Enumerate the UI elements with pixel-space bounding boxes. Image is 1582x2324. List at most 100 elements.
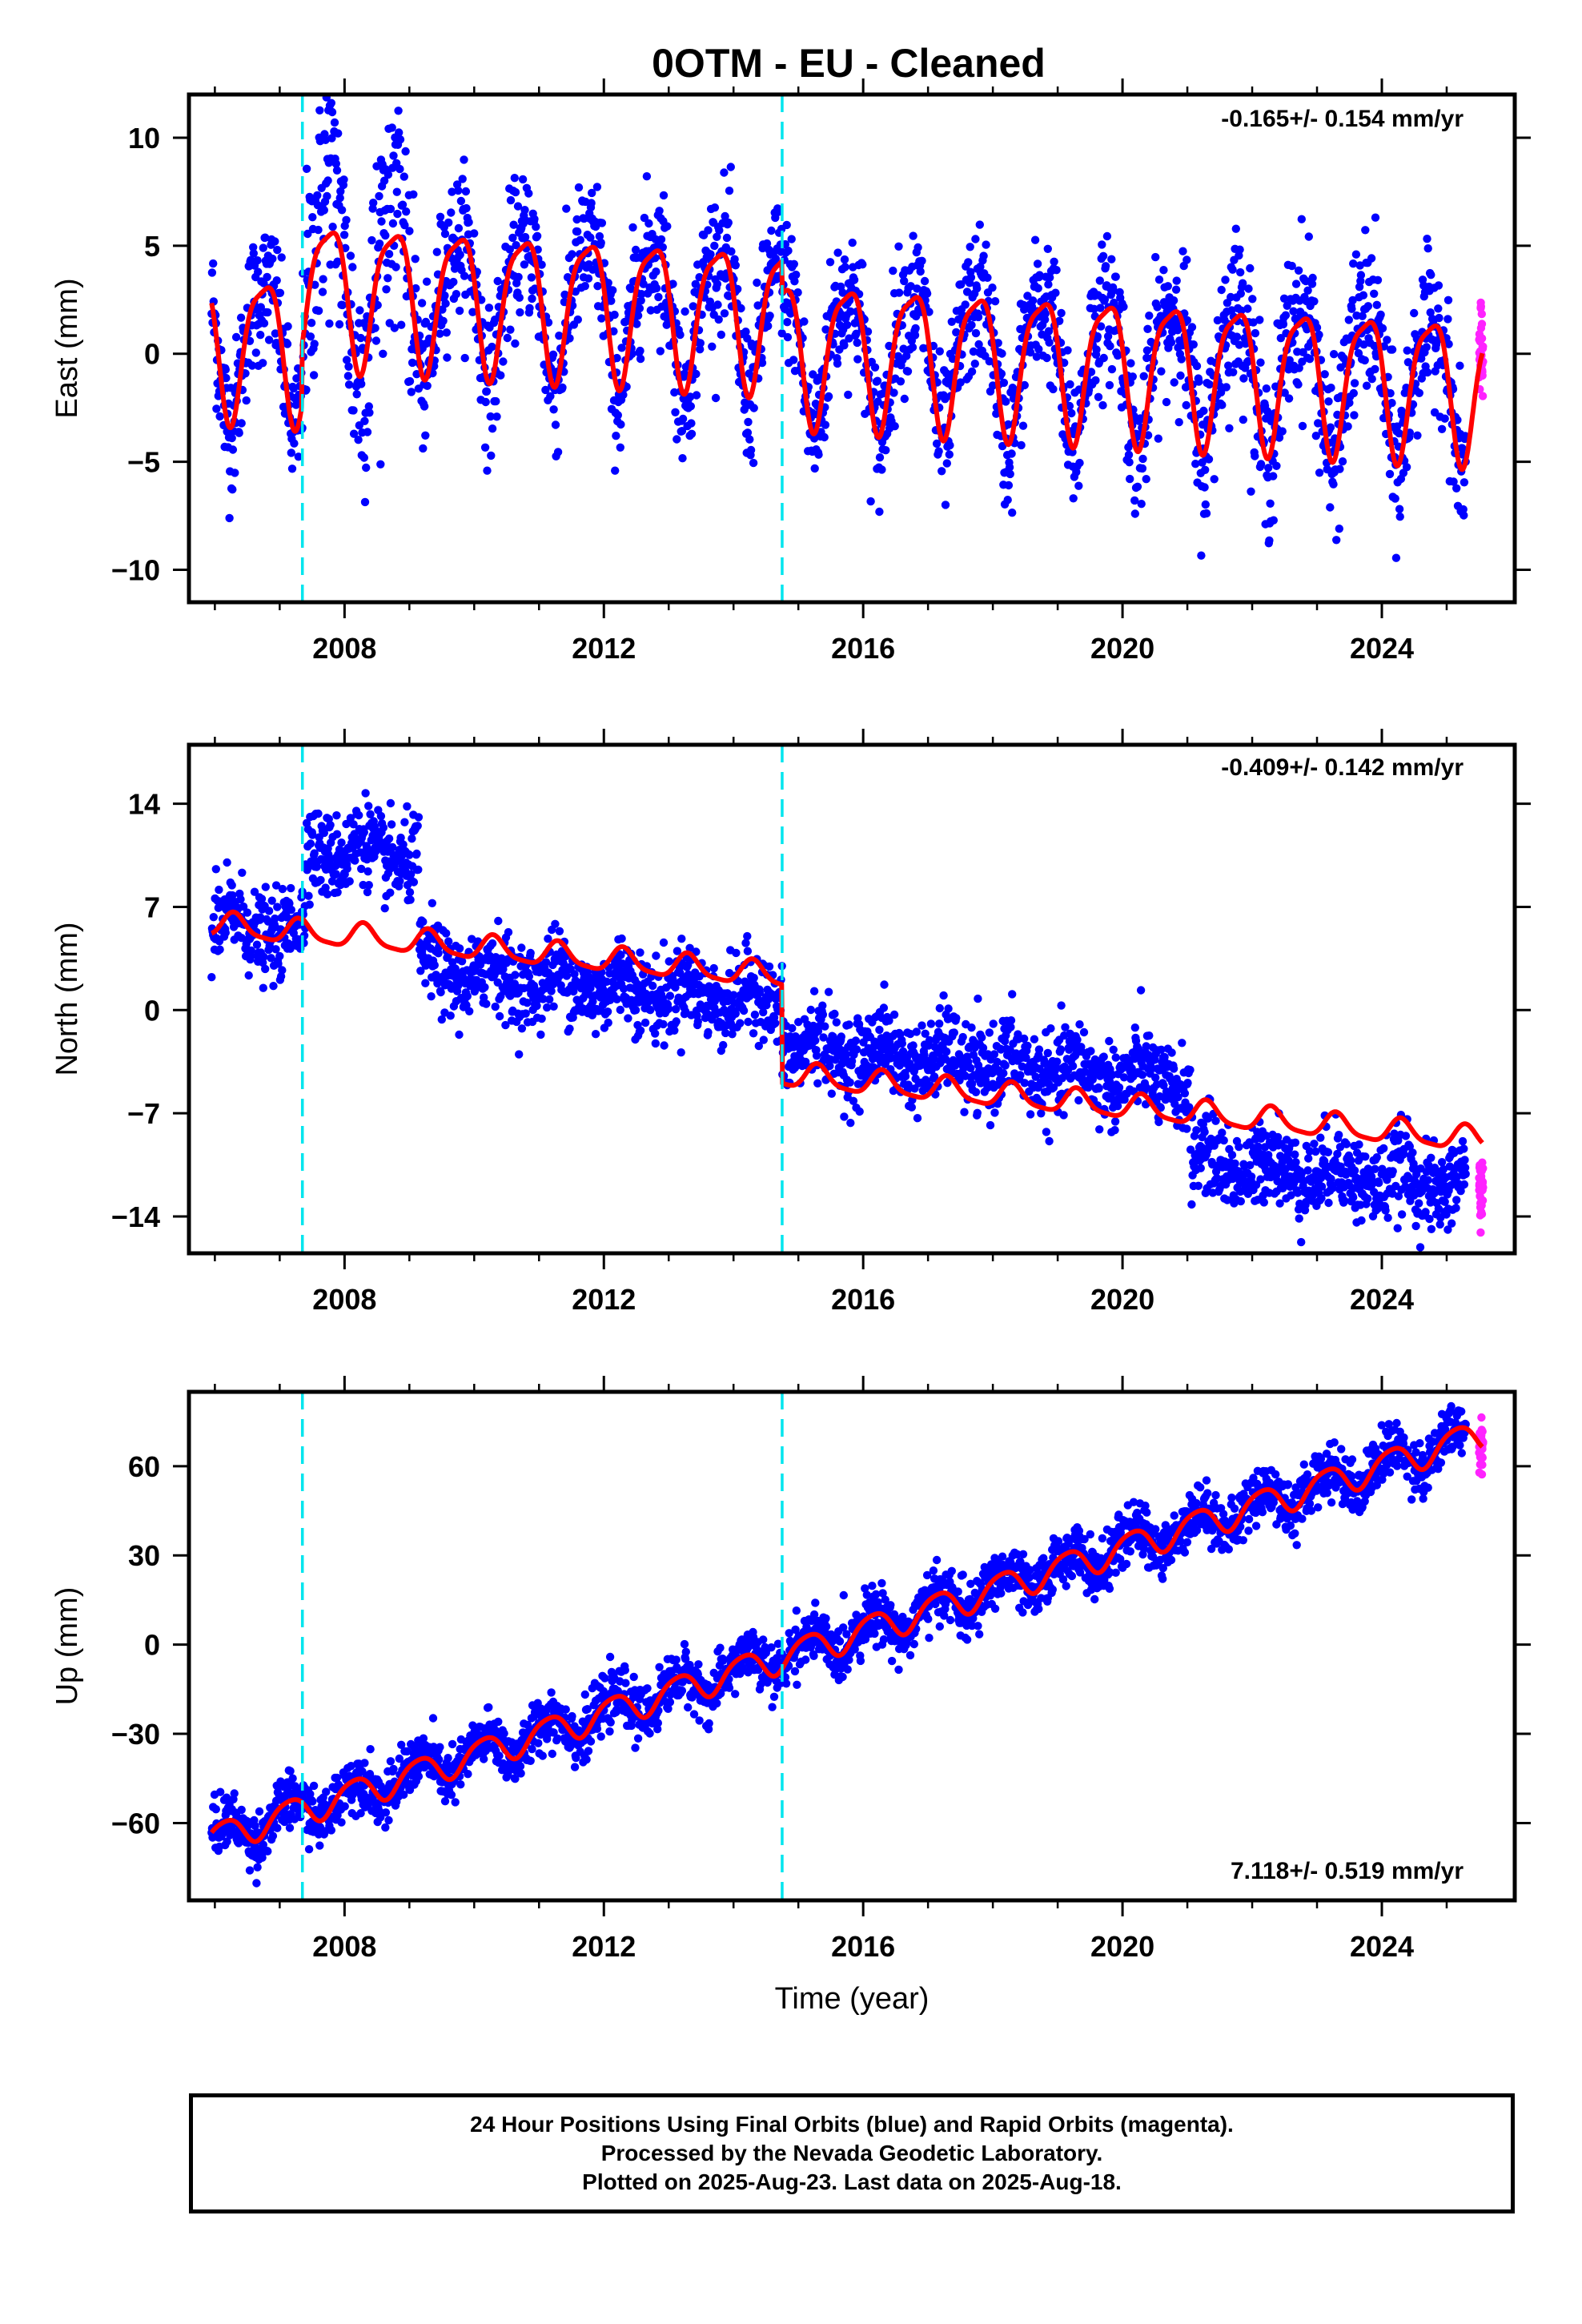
final-orbit-point bbox=[222, 373, 231, 383]
final-orbit-point bbox=[1291, 1150, 1299, 1159]
x-tick-label: 2024 bbox=[1350, 632, 1414, 665]
final-orbit-point bbox=[269, 982, 278, 991]
final-orbit-point bbox=[231, 468, 239, 477]
final-orbit-point bbox=[727, 247, 736, 256]
final-orbit-point bbox=[853, 355, 862, 364]
final-orbit-point bbox=[499, 357, 508, 366]
final-orbit-point bbox=[800, 317, 809, 326]
final-orbit-point bbox=[1291, 1158, 1300, 1167]
final-orbit-point bbox=[595, 231, 604, 241]
final-orbit-point bbox=[789, 259, 798, 268]
final-orbit-point bbox=[432, 247, 441, 256]
final-orbit-point bbox=[632, 320, 641, 328]
final-orbit-point bbox=[227, 433, 236, 443]
final-orbit-point bbox=[877, 465, 886, 474]
final-orbit-point bbox=[344, 362, 353, 371]
final-orbit-point bbox=[304, 891, 313, 900]
final-orbit-point bbox=[973, 1108, 982, 1118]
final-orbit-point bbox=[720, 309, 729, 318]
rapid-orbit-point bbox=[1477, 334, 1487, 343]
final-orbit-point bbox=[907, 1103, 917, 1112]
final-orbit-point bbox=[840, 341, 849, 350]
final-orbit-point bbox=[532, 231, 542, 240]
final-orbit-point bbox=[1101, 262, 1110, 271]
final-orbit-point bbox=[1056, 1045, 1066, 1054]
final-orbit-point bbox=[686, 392, 695, 401]
final-orbit-point bbox=[403, 802, 412, 811]
final-orbit-point bbox=[1092, 345, 1101, 354]
final-orbit-point bbox=[719, 1040, 728, 1050]
final-orbit-point bbox=[990, 1108, 999, 1117]
final-orbit-point bbox=[988, 283, 997, 292]
final-orbit-point bbox=[1098, 240, 1106, 249]
final-orbit-point bbox=[344, 380, 354, 389]
final-orbit-point bbox=[966, 243, 974, 251]
final-orbit-point bbox=[626, 284, 636, 293]
final-orbit-point bbox=[659, 1019, 668, 1029]
final-orbit-point bbox=[308, 213, 317, 222]
final-orbit-point bbox=[242, 396, 251, 405]
final-orbit-point bbox=[1111, 272, 1120, 281]
final-orbit-point bbox=[261, 883, 270, 891]
final-orbit-point bbox=[1395, 513, 1404, 521]
final-orbit-point bbox=[1262, 384, 1271, 393]
final-orbit-point bbox=[678, 414, 688, 424]
final-orbit-point bbox=[597, 314, 606, 323]
final-orbit-point bbox=[272, 276, 281, 285]
final-orbit-point bbox=[1154, 1117, 1163, 1127]
final-orbit-point bbox=[982, 240, 990, 249]
final-orbit-point bbox=[942, 459, 952, 468]
final-orbit-point bbox=[387, 123, 396, 132]
final-orbit-point bbox=[692, 391, 701, 400]
final-orbit-point bbox=[1044, 280, 1053, 289]
final-orbit-point bbox=[392, 187, 401, 196]
x-tick-label: 2020 bbox=[1090, 632, 1154, 665]
final-orbit-point bbox=[1303, 1166, 1312, 1175]
final-orbit-point bbox=[1126, 359, 1135, 368]
final-orbit-point bbox=[818, 1001, 827, 1010]
final-orbit-point bbox=[338, 300, 347, 310]
final-orbit-point bbox=[442, 929, 451, 938]
final-orbit-point bbox=[1053, 1057, 1062, 1066]
final-orbit-point bbox=[360, 416, 369, 425]
final-orbit-point bbox=[1001, 1061, 1010, 1070]
final-orbit-point bbox=[325, 319, 334, 328]
final-orbit-point bbox=[613, 411, 622, 420]
final-orbit-point bbox=[1197, 551, 1206, 560]
final-orbit-point bbox=[1413, 431, 1422, 440]
final-orbit-point bbox=[833, 359, 842, 368]
final-orbit-point bbox=[597, 219, 607, 227]
final-orbit-point bbox=[365, 408, 374, 417]
final-orbit-point bbox=[1086, 1047, 1095, 1055]
final-orbit-point bbox=[1033, 259, 1042, 268]
final-orbit-point bbox=[704, 226, 713, 235]
final-orbit-point bbox=[1297, 215, 1307, 223]
final-orbit-point bbox=[397, 320, 406, 329]
final-orbit-point bbox=[1335, 525, 1344, 533]
final-orbit-point bbox=[527, 273, 536, 282]
final-orbit-point bbox=[890, 422, 899, 431]
final-orbit-point bbox=[334, 129, 343, 138]
final-orbit-point bbox=[442, 328, 451, 337]
final-orbit-point bbox=[1192, 1126, 1201, 1135]
final-orbit-point bbox=[783, 318, 792, 327]
final-orbit-point bbox=[1066, 380, 1074, 389]
final-orbit-point bbox=[612, 353, 621, 363]
final-orbit-point bbox=[389, 151, 398, 160]
final-orbit-point bbox=[273, 245, 282, 255]
final-orbit-point bbox=[1162, 397, 1171, 407]
final-orbit-point bbox=[318, 287, 327, 296]
final-orbit-point bbox=[349, 429, 359, 438]
final-orbit-point bbox=[830, 1009, 839, 1019]
final-orbit-point bbox=[1200, 1128, 1209, 1136]
final-orbit-point bbox=[319, 206, 328, 215]
final-orbit-point bbox=[505, 245, 514, 254]
final-orbit-point bbox=[355, 810, 363, 820]
final-orbit-point bbox=[1042, 353, 1051, 363]
final-orbit-point bbox=[1094, 392, 1103, 401]
final-orbit-point bbox=[1094, 1084, 1103, 1093]
final-orbit-point bbox=[292, 374, 301, 383]
final-orbit-point bbox=[488, 939, 497, 948]
final-orbit-point bbox=[327, 99, 335, 107]
